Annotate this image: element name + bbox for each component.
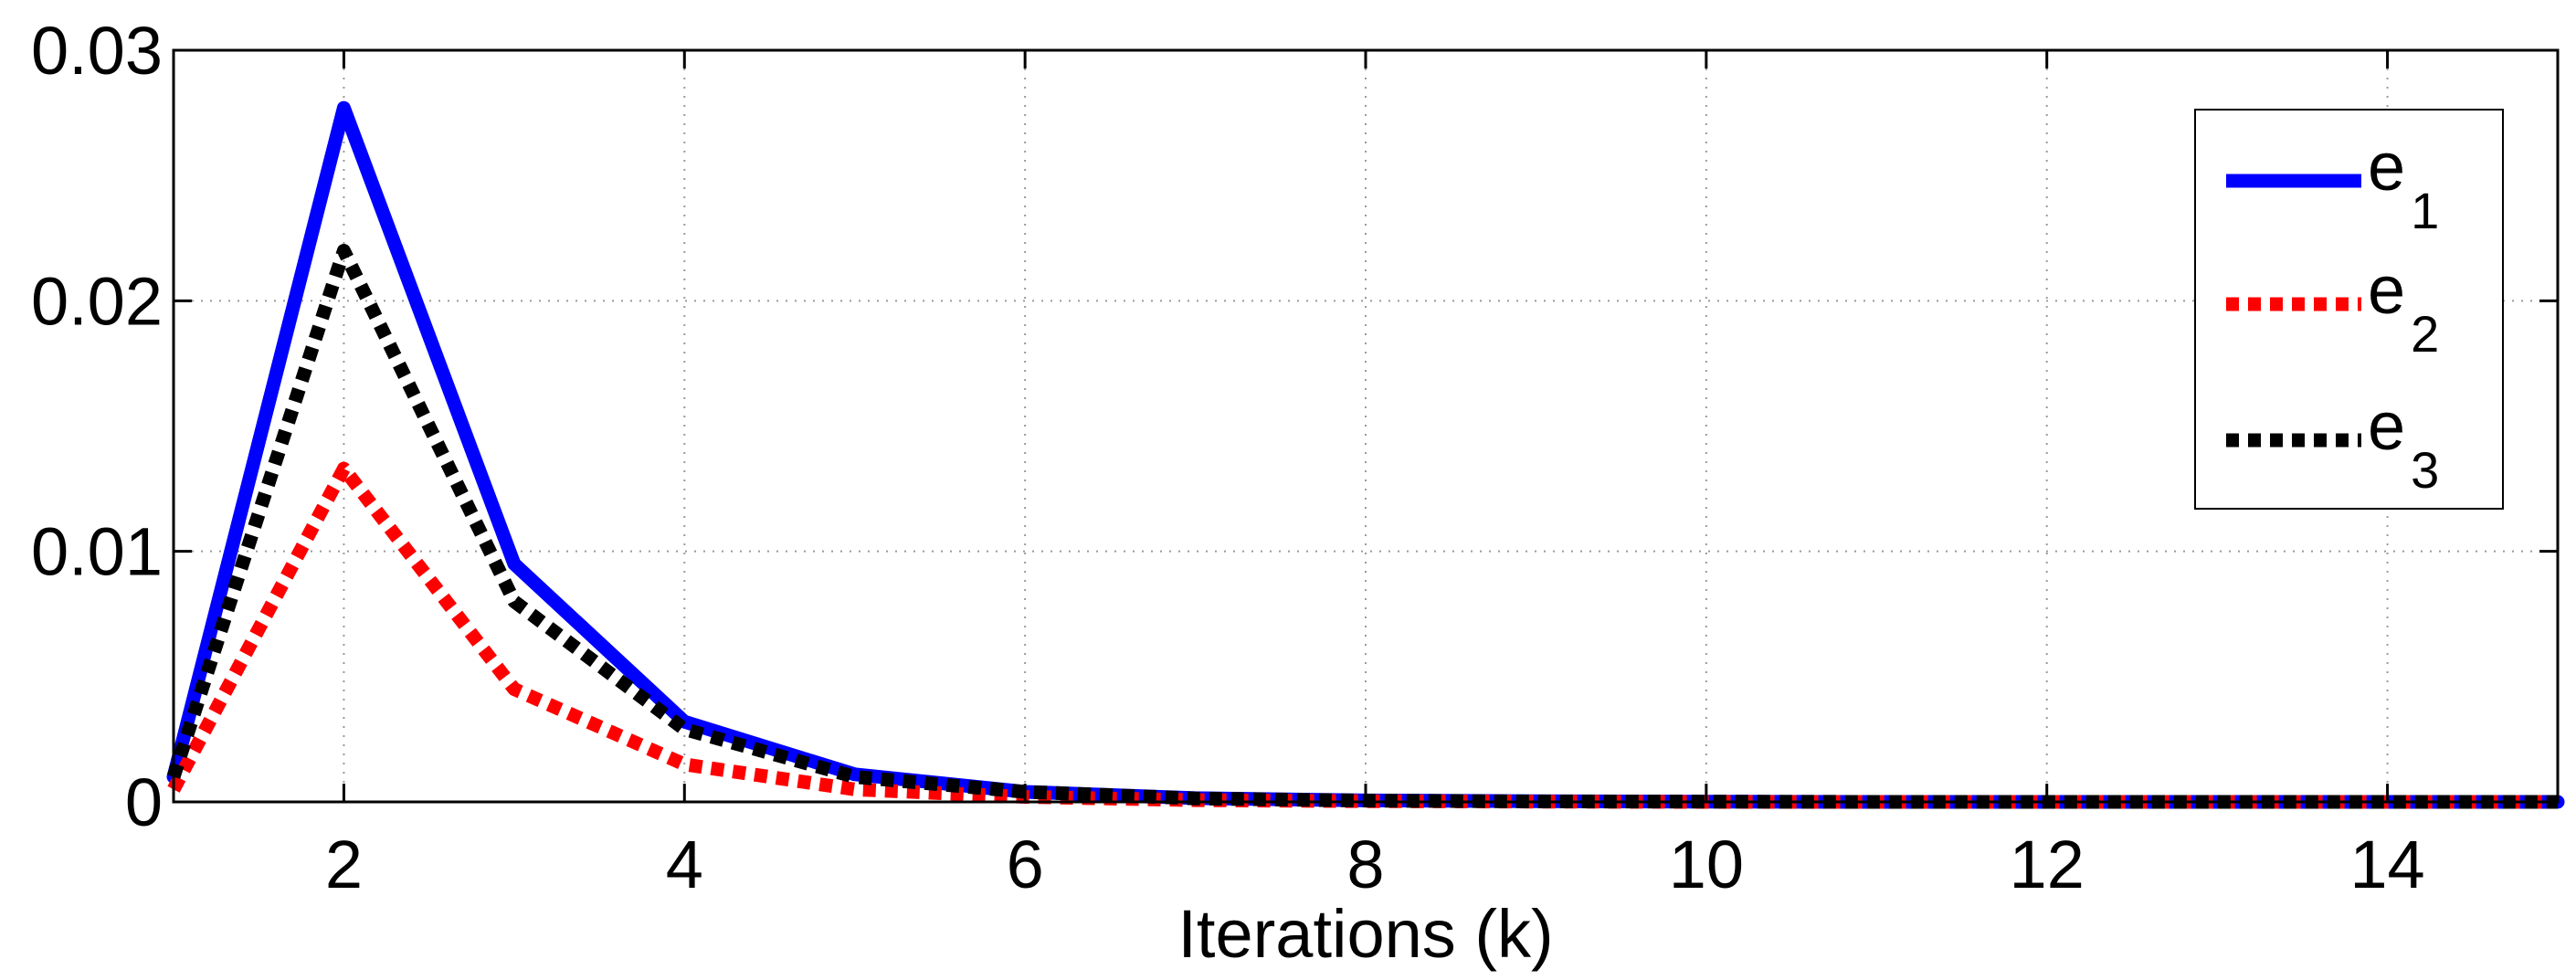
x-tick-label: 2 (325, 827, 363, 902)
legend-label-subscript: 1 (2411, 182, 2439, 239)
x-tick-label: 6 (1007, 827, 1044, 902)
legend-label-subscript: 3 (2411, 441, 2439, 499)
legend-label-main: e (2368, 252, 2405, 328)
x-tick-label: 10 (1669, 827, 1744, 902)
x-tick-label: 12 (2010, 827, 2085, 902)
x-tick-label: 8 (1346, 827, 1384, 902)
y-tick-label: 0.03 (31, 13, 163, 89)
legend-label-main: e (2368, 388, 2405, 464)
legend-label-main: e (2368, 129, 2405, 205)
x-tick-label: 4 (666, 827, 703, 902)
legend-label-2: e2 (2368, 252, 2439, 363)
x-tick-label: 14 (2349, 827, 2424, 902)
y-tick-label: 0.01 (31, 514, 163, 590)
y-tick-label: 0 (125, 764, 163, 840)
legend-box (2194, 109, 2504, 510)
legend-label-3: e3 (2368, 388, 2439, 499)
legend-label-1: e1 (2368, 129, 2439, 239)
y-tick-label: 0.02 (31, 263, 163, 339)
legend-label-subscript: 2 (2411, 305, 2439, 363)
x-axis-title: Iterations (k) (1177, 896, 1553, 972)
